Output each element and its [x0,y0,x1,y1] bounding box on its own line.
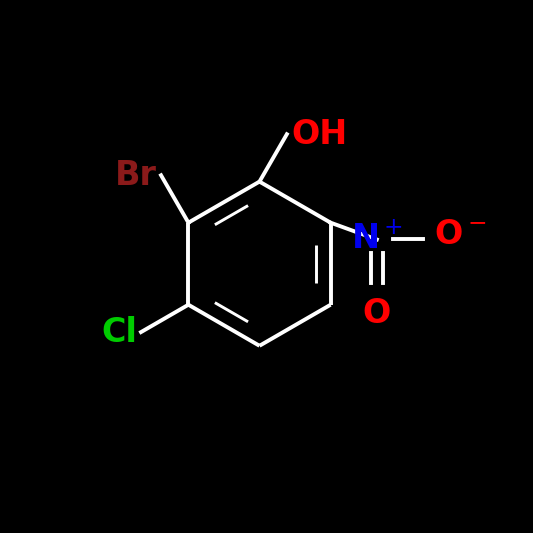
Text: Br: Br [115,159,157,192]
Text: Cl: Cl [101,316,137,349]
Text: O: O [363,297,391,330]
Text: OH: OH [291,118,347,151]
Text: N$^+$: N$^+$ [351,223,403,256]
Text: O$^-$: O$^-$ [434,217,487,251]
